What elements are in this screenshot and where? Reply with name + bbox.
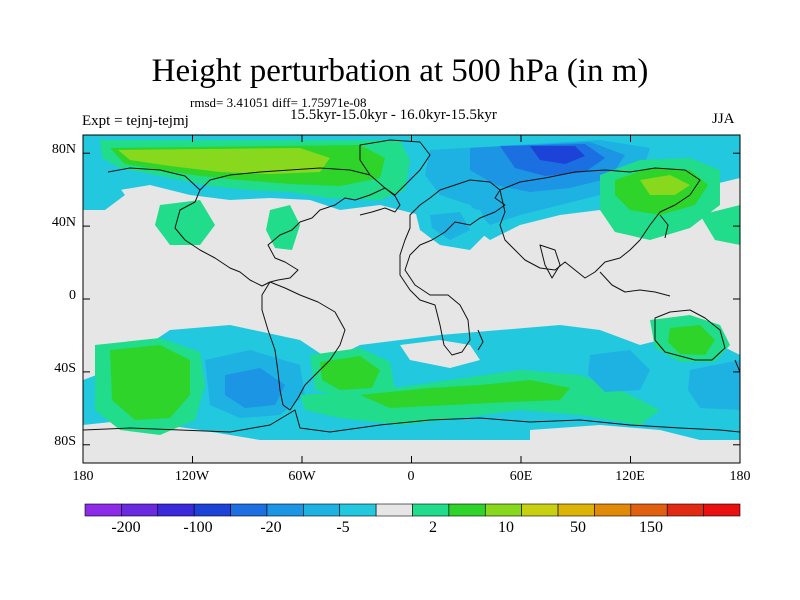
colorbar-swatch bbox=[157, 503, 195, 517]
lon-label: 120W bbox=[174, 469, 210, 484]
colorbar-swatch bbox=[266, 503, 304, 517]
lon-label: 60W bbox=[288, 469, 316, 484]
lat-label: 80N bbox=[51, 142, 76, 157]
anomaly-region bbox=[700, 205, 740, 245]
colorbar-label: 10 bbox=[498, 519, 514, 536]
anomaly-region bbox=[225, 368, 285, 408]
lon-label: 0 bbox=[407, 469, 415, 484]
anomaly-region bbox=[530, 146, 585, 164]
colorbar-swatch bbox=[448, 503, 486, 517]
stats-text: rmsd= 3.41051 diff= 1.75971e-08 bbox=[190, 95, 367, 110]
lon-label: 180 bbox=[729, 469, 751, 484]
colorbar-swatch bbox=[703, 503, 741, 517]
colorbar-label: -100 bbox=[183, 519, 213, 536]
anomaly-region bbox=[688, 360, 740, 410]
colorbar-label: -20 bbox=[260, 519, 282, 536]
anomaly-region bbox=[668, 325, 715, 355]
anomaly-region bbox=[266, 205, 300, 250]
colorbar bbox=[84, 503, 741, 517]
plot-title: Height perturbation at 500 hPa (in m) bbox=[151, 53, 649, 89]
anomaly-region bbox=[530, 425, 700, 440]
colorbar-swatch bbox=[594, 503, 632, 517]
colorbar-label: 50 bbox=[570, 519, 586, 536]
lon-label: 180 bbox=[72, 469, 94, 484]
lat-label: 40N bbox=[51, 215, 76, 230]
lat-label: 0 bbox=[69, 288, 76, 303]
anomaly-region bbox=[360, 380, 570, 408]
colorbar-swatch bbox=[630, 503, 668, 517]
colorbar-swatch bbox=[84, 503, 122, 517]
colorbar-swatch bbox=[412, 503, 450, 517]
anomaly-region bbox=[155, 200, 215, 245]
colorbar-label: -5 bbox=[336, 519, 350, 536]
colorbar-swatch bbox=[484, 503, 522, 517]
anomaly-region bbox=[640, 175, 690, 195]
experiment-label: Expt = tejnj-tejmj bbox=[82, 113, 189, 129]
colorbar-label: 2 bbox=[429, 519, 437, 536]
colorbar-swatch bbox=[521, 503, 559, 517]
anomaly-region bbox=[400, 340, 480, 368]
season-label: JJA bbox=[712, 111, 735, 127]
axis-ticks bbox=[82, 135, 741, 463]
anomaly-region bbox=[83, 175, 125, 210]
colorbar-swatch bbox=[557, 503, 595, 517]
anomaly-region bbox=[118, 148, 330, 174]
lat-label: 80S bbox=[54, 434, 76, 449]
colorbar-swatch bbox=[230, 503, 268, 517]
anomaly-region bbox=[588, 350, 650, 392]
colorbar-label: -200 bbox=[111, 519, 141, 536]
period-label: 15.5kyr-15.0kyr - 16.0kyr-15.5kyr bbox=[290, 107, 497, 123]
lon-label: 60E bbox=[509, 469, 533, 484]
anomaly-region bbox=[430, 212, 470, 240]
colorbar-label: 150 bbox=[639, 519, 663, 536]
colorbar-swatch bbox=[303, 503, 341, 517]
map-field bbox=[83, 135, 740, 463]
colorbar-swatch bbox=[339, 503, 377, 517]
colorbar-swatch bbox=[375, 503, 413, 517]
lat-label: 40S bbox=[54, 361, 76, 376]
colorbar-swatch bbox=[193, 503, 231, 517]
lon-label: 120E bbox=[615, 469, 645, 484]
anomaly-region bbox=[110, 345, 190, 420]
colorbar-swatch bbox=[121, 503, 159, 517]
coastlines bbox=[83, 139, 740, 433]
colorbar-swatch bbox=[666, 503, 704, 517]
anomaly-region bbox=[320, 356, 380, 390]
